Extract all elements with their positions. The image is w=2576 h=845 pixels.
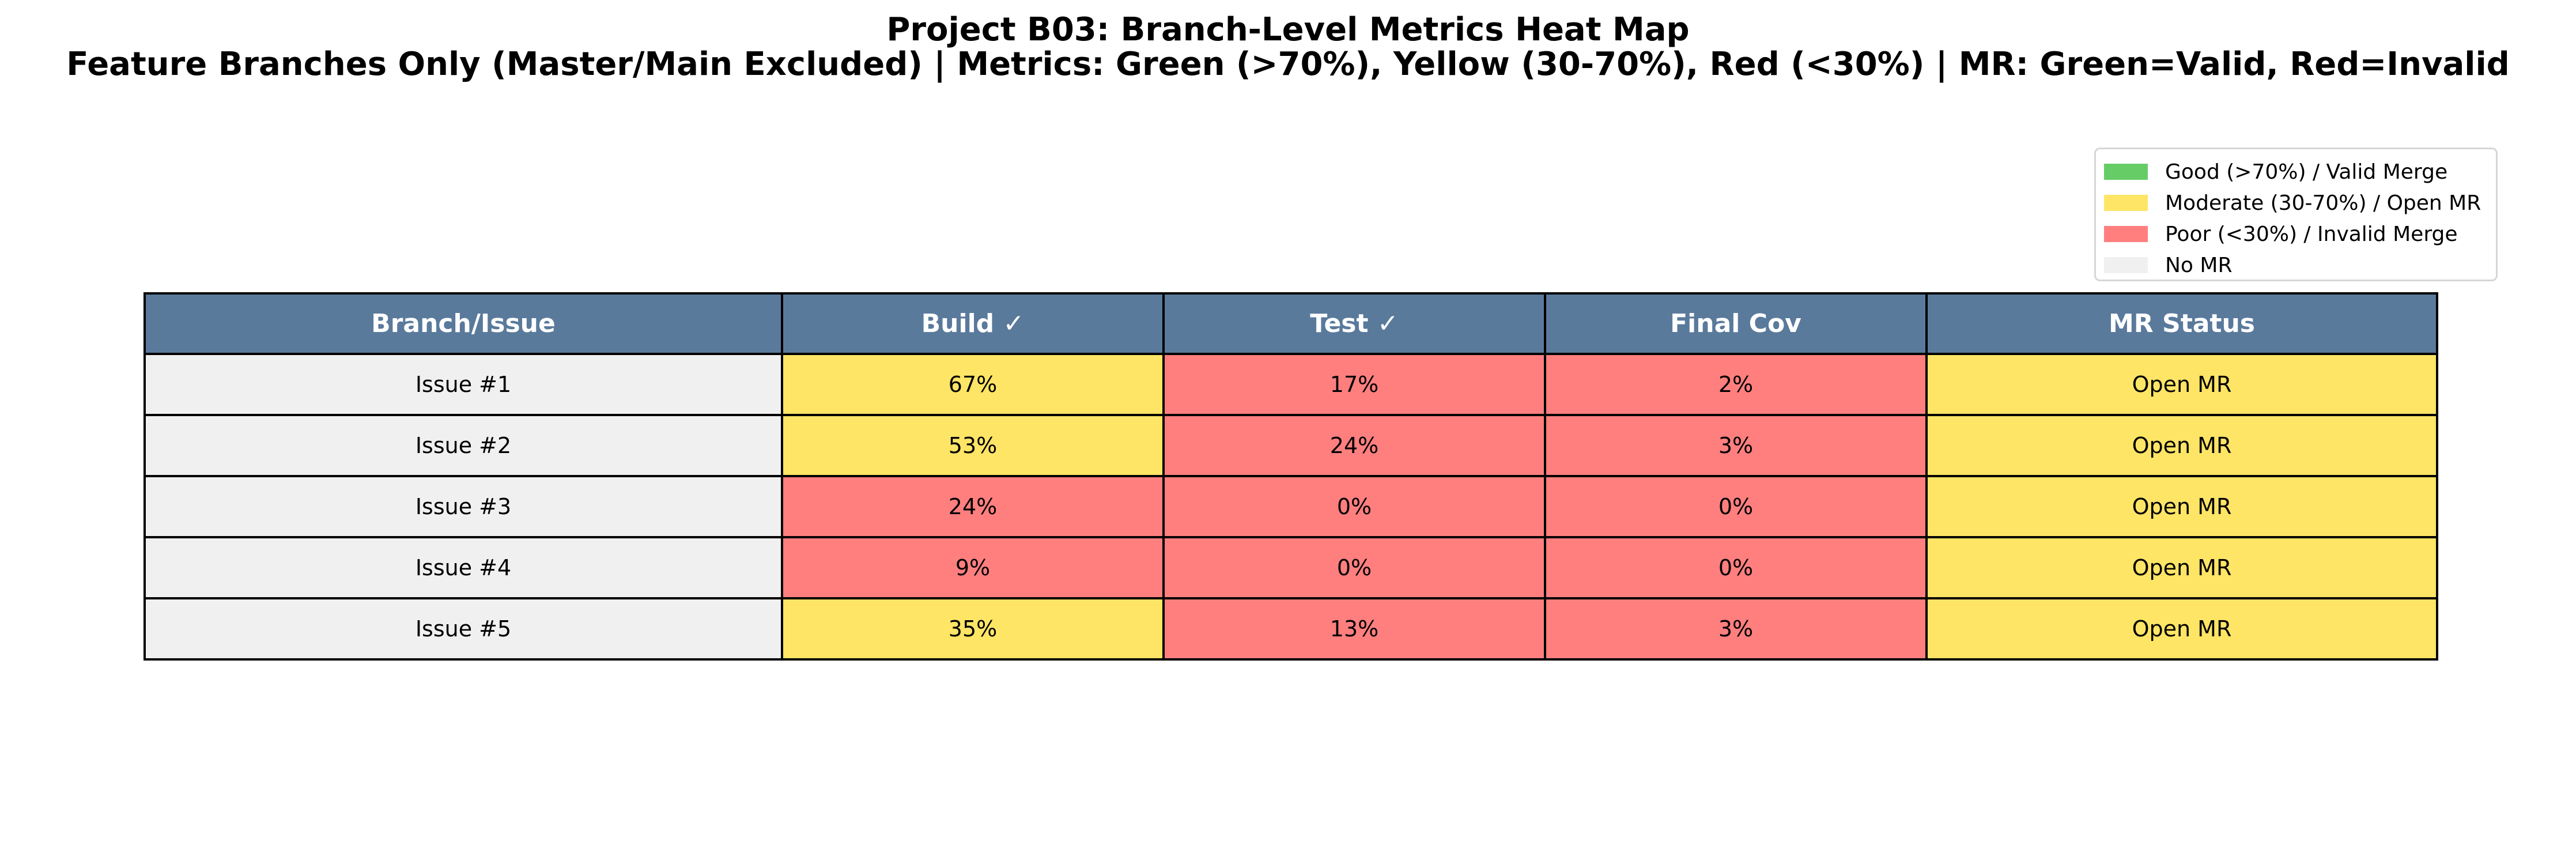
build-cell: 35%: [781, 597, 1165, 661]
legend-swatch: [2104, 226, 2148, 242]
table-row: Issue #3 24% 0% 0% Open MR: [143, 475, 2438, 538]
branch-cell: Issue #3: [143, 475, 783, 538]
column-header: Branch/Issue: [143, 292, 783, 355]
column-header: Final Cov: [1544, 292, 1928, 355]
final-cov-cell: 2%: [1544, 353, 1928, 416]
branch-cell: Issue #2: [143, 414, 783, 477]
branch-cell: Issue #4: [143, 536, 783, 599]
final-cov-cell: 0%: [1544, 475, 1928, 538]
legend-item: Good (>70%) / Valid Merge: [2104, 156, 2488, 187]
table-row: Issue #2 53% 24% 3% Open MR: [143, 414, 2438, 477]
build-cell: 67%: [781, 353, 1165, 416]
column-header: Test ✓: [1162, 292, 1546, 355]
build-cell: 9%: [781, 536, 1165, 599]
legend-swatch: [2104, 164, 2148, 180]
test-cell: 24%: [1162, 414, 1546, 477]
column-header: Build ✓: [781, 292, 1165, 355]
metrics-heatmap-table: Branch/Issue Build ✓ Test ✓ Final Cov MR Sta…: [143, 292, 2438, 661]
build-cell: 53%: [781, 414, 1165, 477]
build-cell: 24%: [781, 475, 1165, 538]
legend-item: No MR: [2104, 250, 2488, 281]
test-cell: 0%: [1162, 536, 1546, 599]
branch-cell: Issue #5: [143, 597, 783, 661]
table-row: Issue #5 35% 13% 3% Open MR: [143, 597, 2438, 661]
final-cov-cell: 0%: [1544, 536, 1928, 599]
table-header-row: Branch/Issue Build ✓ Test ✓ Final Cov MR Sta…: [143, 292, 2438, 355]
mr-status-cell: Open MR: [1925, 353, 2438, 416]
chart-subtitle: Feature Branches Only (Master/Main Exclu…: [66, 46, 2510, 83]
legend-label: Poor (<30%) / Invalid Merge: [2165, 222, 2458, 246]
test-cell: 13%: [1162, 597, 1546, 661]
test-cell: 17%: [1162, 353, 1546, 416]
chart-title-block: Project B03: Branch-Level Metrics Heat M…: [0, 13, 2576, 82]
final-cov-cell: 3%: [1544, 414, 1928, 477]
branch-cell: Issue #1: [143, 353, 783, 416]
test-cell: 0%: [1162, 475, 1546, 538]
final-cov-cell: 3%: [1544, 597, 1928, 661]
table-row: Issue #4 9% 0% 0% Open MR: [143, 536, 2438, 599]
mr-status-cell: Open MR: [1925, 475, 2438, 538]
legend-item: Moderate (30-70%) / Open MR: [2104, 187, 2488, 218]
legend-label: Good (>70%) / Valid Merge: [2165, 160, 2448, 184]
legend-swatch: [2104, 257, 2148, 273]
mr-status-cell: Open MR: [1925, 536, 2438, 599]
mr-status-cell: Open MR: [1925, 414, 2438, 477]
legend-swatch: [2104, 195, 2148, 211]
table-body: Issue #1 67% 17% 2% Open MR Issue #2 53% 24% 3% O…: [143, 353, 2438, 661]
chart-title: Project B03: Branch-Level Metrics Heat M…: [886, 11, 1690, 48]
table-row: Issue #1 67% 17% 2% Open MR: [143, 353, 2438, 416]
legend-item: Poor (<30%) / Invalid Merge: [2104, 218, 2488, 250]
legend-label: Moderate (30-70%) / Open MR: [2165, 191, 2481, 215]
legend-label: No MR: [2165, 253, 2233, 277]
mr-status-cell: Open MR: [1925, 597, 2438, 661]
column-header: MR Status: [1925, 292, 2438, 355]
legend: Good (>70%) / Valid Merge Moderate (30-70…: [2094, 148, 2498, 281]
